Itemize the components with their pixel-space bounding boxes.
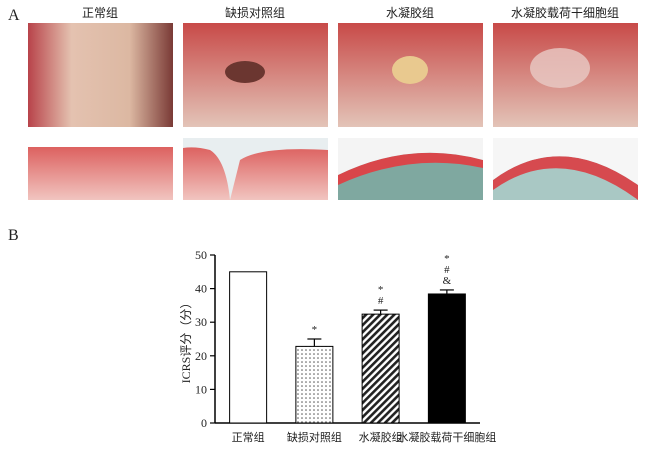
y-tick-label: 20 [195, 349, 207, 363]
error-bar [307, 338, 322, 347]
error-bar [373, 309, 388, 315]
significance-mark: * [312, 324, 318, 336]
significance-mark: & [443, 275, 452, 287]
significance-mark: * [444, 253, 450, 265]
histology-layer [493, 156, 638, 200]
defect [225, 61, 265, 83]
defect [392, 56, 428, 84]
photo [28, 23, 173, 127]
y-tick-label: 30 [195, 315, 207, 329]
photos [28, 23, 638, 200]
x-tick-label: 水凝胶载荷干细胞组 [397, 430, 496, 444]
column-title: 正常组 [82, 6, 118, 20]
significance-mark: * [378, 284, 384, 296]
histology-layer [338, 152, 483, 185]
column-titles: 正常组 缺损对照组 水凝胶组 水凝胶载荷干细胞组 [82, 5, 619, 20]
histology [28, 138, 173, 200]
bar [229, 271, 268, 424]
significance-mark: # [444, 264, 450, 276]
column-title: 缺损对照组 [225, 5, 285, 20]
histology-bg [183, 138, 328, 200]
column-title: 水凝胶载荷干细胞组 [511, 5, 619, 20]
bar [427, 293, 466, 424]
y-axis-label: ICRS评分（分） [179, 297, 193, 384]
x-tick-label: 水凝胶组 [359, 430, 403, 444]
histology-bg [338, 138, 483, 175]
bar [361, 313, 400, 424]
histology-bg [493, 138, 638, 185]
error-bar [439, 289, 454, 294]
y-tick-label: 40 [195, 282, 207, 296]
histology-bg [28, 138, 173, 147]
y-tick-label: 10 [195, 382, 207, 396]
y-tick-label: 0 [201, 416, 207, 430]
significance-mark: # [378, 295, 384, 307]
bar [295, 345, 334, 424]
defect [530, 48, 590, 88]
x-tick-label: 缺损对照组 [287, 430, 342, 444]
x-tick-label: 正常组 [232, 430, 265, 444]
y-tick-label: 50 [195, 248, 207, 262]
panel-label: A [8, 7, 20, 24]
column-title: 水凝胶组 [386, 5, 434, 20]
panel-label: B [8, 227, 19, 244]
